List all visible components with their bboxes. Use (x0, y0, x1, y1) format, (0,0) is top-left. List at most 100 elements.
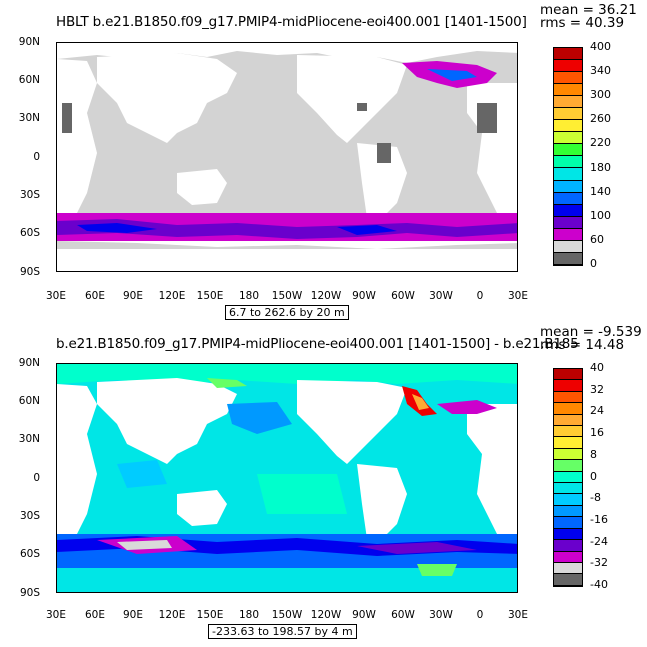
lat-label: 0 (33, 151, 40, 163)
colorbar-tick-label: 400 (590, 40, 611, 53)
colorbar-tick-label: 8 (590, 447, 597, 461)
lon-label: 120W (310, 609, 342, 621)
colorbar-swatch (554, 494, 582, 506)
lon-label: 30E (508, 290, 528, 302)
colorbar-swatch (554, 483, 582, 495)
lon-label: 120E (158, 290, 186, 302)
colorbar-tick-label: -32 (590, 556, 608, 570)
colorbar-tick-label: 300 (590, 88, 611, 102)
lon-label: 30E (508, 609, 528, 621)
lat-label: 30N (18, 433, 40, 445)
hblt-difference-map-panel: b.e21.B1850.f09_g17.PMIP4-midPliocene-eo… (0, 322, 647, 647)
lon-label: 60W (391, 290, 415, 302)
lon-label: 150E (196, 609, 224, 621)
colorbar-swatch (554, 471, 582, 484)
lat-label: 90S (19, 587, 40, 599)
hblt-map-panel: HBLT b.e21.B1850.f09_g17.PMIP4-midPlioce… (0, 0, 647, 320)
map-title: HBLT b.e21.B1850.f09_g17.PMIP4-midPlioce… (56, 14, 527, 30)
colorbar-swatch (554, 240, 582, 253)
lat-label: 30N (18, 112, 40, 124)
colorbar-tick-label: 220 (590, 136, 611, 150)
lon-label: 0 (476, 290, 484, 302)
colorbar-tick-label: 0 (590, 469, 597, 483)
world-map-graphic (57, 43, 517, 271)
colorbar-swatch (554, 108, 582, 121)
colorbar-swatch (554, 562, 582, 575)
colorbar-swatch (554, 48, 582, 61)
colorbar (553, 368, 583, 587)
colorbar-swatch (554, 204, 582, 217)
hblt-map (56, 42, 518, 272)
lat-label: 90S (19, 266, 40, 278)
colorbar-tick-label: -8 (590, 491, 601, 505)
colorbar-swatch (554, 448, 582, 461)
colorbar-swatch (554, 517, 582, 529)
lon-label: 60W (391, 609, 415, 621)
lon-label: 60E (85, 290, 105, 302)
colorbar-swatch (554, 551, 582, 563)
colorbar-swatch (554, 574, 582, 586)
lon-label: 0 (476, 609, 484, 621)
colorbar-tick-label: 340 (590, 64, 611, 78)
lon-label: 30W (429, 290, 453, 302)
colorbar-tick-label: -40 (590, 578, 608, 591)
mean-stat: mean = 36.21 (540, 2, 637, 18)
lon-label: 150E (196, 290, 224, 302)
mean-stat: mean = -9.539 (540, 324, 642, 340)
lon-label: 120E (158, 609, 186, 621)
colorbar-swatch (554, 72, 582, 85)
lat-label: 30S (19, 510, 40, 522)
colorbar-swatch (554, 540, 582, 552)
lat-label: 30S (19, 189, 40, 201)
rms-stat: rms = 14.48 (540, 337, 625, 353)
colorbar-swatch (554, 60, 582, 73)
lon-label: 180 (238, 609, 260, 621)
colorbar-swatch (554, 132, 582, 145)
colorbar-swatch (554, 180, 582, 193)
lon-label: 120W (310, 290, 342, 302)
map-title: b.e21.B1850.f09_g17.PMIP4-midPliocene-eo… (56, 336, 579, 352)
colorbar-tick-label: 140 (590, 184, 611, 198)
lat-label: 90N (18, 357, 40, 369)
lat-label: 60N (18, 395, 40, 407)
colorbar-swatch (554, 252, 582, 265)
colorbar-tick-label: 24 (590, 404, 604, 418)
colorbar (553, 47, 583, 266)
lat-label: 60S (19, 548, 40, 560)
colorbar-swatch (554, 168, 582, 181)
colorbar-swatch (554, 391, 582, 404)
lon-label: 150W (271, 609, 303, 621)
colorbar-swatch (554, 144, 582, 157)
colorbar-tick-label: 40 (590, 361, 604, 374)
lon-label: 90E (123, 609, 143, 621)
colorbar-swatch (554, 96, 582, 109)
colorbar-swatch (554, 505, 582, 518)
colorbar-swatch (554, 426, 582, 438)
colorbar-swatch (554, 414, 582, 427)
colorbar-swatch (554, 380, 582, 392)
world-map-graphic (57, 364, 517, 592)
colorbar-swatch (554, 120, 582, 133)
colorbar-tick-label: -16 (590, 512, 608, 526)
difference-map (56, 363, 518, 593)
colorbar-swatch (554, 192, 582, 205)
colorbar-swatch (554, 437, 582, 449)
colorbar-tick-label: 32 (590, 382, 604, 396)
lon-label: 30E (46, 609, 66, 621)
lon-label: 30W (429, 609, 453, 621)
colorbar-swatch (554, 528, 582, 541)
colorbar-tick-label: 60 (590, 232, 604, 246)
colorbar-tick-label: 180 (590, 160, 611, 174)
lat-label: 60S (19, 227, 40, 239)
colorbar-tick-label: 100 (590, 208, 611, 222)
lat-label: 0 (33, 472, 40, 484)
lon-label: 30E (46, 290, 66, 302)
rms-stat: rms = 40.39 (540, 15, 625, 31)
lon-label: 150W (271, 290, 303, 302)
lat-label: 60N (18, 74, 40, 86)
contour-range: -233.63 to 198.57 by 4 m (208, 624, 357, 639)
lon-label: 90W (352, 609, 376, 621)
colorbar-swatch (554, 84, 582, 97)
colorbar-tick-label: 16 (590, 426, 604, 440)
colorbar-tick-label: 260 (590, 112, 611, 126)
